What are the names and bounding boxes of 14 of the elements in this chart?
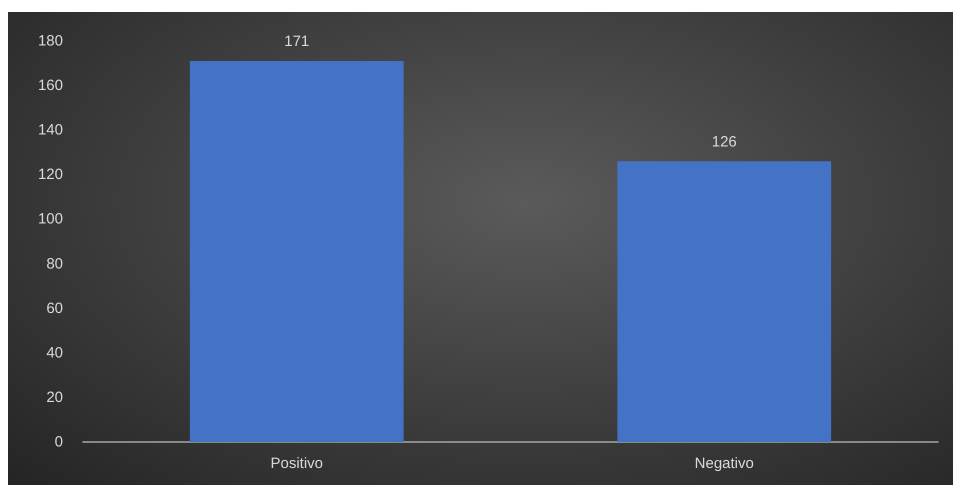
x-tick-label: Positivo <box>270 455 324 472</box>
y-tick-label: 180 <box>38 32 63 50</box>
y-tick-label: 140 <box>38 122 63 139</box>
y-tick-label: 40 <box>46 344 63 362</box>
data-label: 171 <box>284 33 310 50</box>
y-tick-label: 80 <box>46 255 63 272</box>
y-tick-label: 160 <box>38 77 63 94</box>
y-tick-label: 60 <box>46 300 63 317</box>
y-tick-label: 120 <box>38 166 63 184</box>
y-tick-label: 20 <box>46 388 63 406</box>
data-label: 126 <box>712 133 737 150</box>
y-tick-label: 0 <box>54 434 63 450</box>
x-tick-label: Negativo <box>694 455 754 472</box>
y-tick-label: 100 <box>38 210 63 228</box>
